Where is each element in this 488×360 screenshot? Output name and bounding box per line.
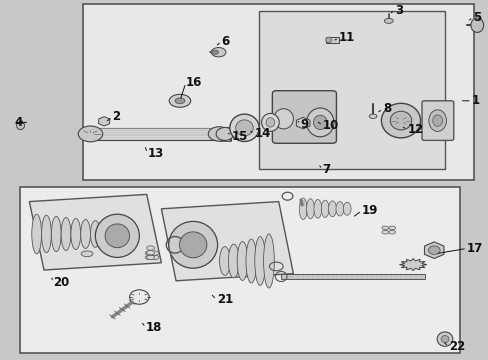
FancyBboxPatch shape xyxy=(421,101,453,140)
Ellipse shape xyxy=(71,219,81,249)
Ellipse shape xyxy=(41,215,51,253)
Ellipse shape xyxy=(229,114,259,141)
Text: 1: 1 xyxy=(471,94,479,107)
Ellipse shape xyxy=(78,126,102,142)
Polygon shape xyxy=(29,194,161,270)
Ellipse shape xyxy=(211,48,225,57)
Text: 13: 13 xyxy=(147,147,163,159)
Ellipse shape xyxy=(237,242,247,280)
Ellipse shape xyxy=(440,336,448,343)
Text: 16: 16 xyxy=(185,76,202,89)
Text: 17: 17 xyxy=(466,242,482,255)
FancyBboxPatch shape xyxy=(272,91,336,143)
Ellipse shape xyxy=(335,202,343,216)
Bar xyxy=(281,274,425,279)
Bar xyxy=(85,128,229,140)
Ellipse shape xyxy=(208,127,229,141)
Ellipse shape xyxy=(273,109,293,129)
Text: 20: 20 xyxy=(53,276,69,289)
Ellipse shape xyxy=(228,244,239,278)
Text: 10: 10 xyxy=(322,119,338,132)
Ellipse shape xyxy=(146,246,154,250)
Ellipse shape xyxy=(81,251,93,257)
Ellipse shape xyxy=(17,122,24,130)
Ellipse shape xyxy=(95,214,139,257)
Ellipse shape xyxy=(428,110,446,131)
Ellipse shape xyxy=(388,230,395,234)
Ellipse shape xyxy=(313,199,321,218)
Ellipse shape xyxy=(219,247,230,275)
Text: 9: 9 xyxy=(300,118,308,131)
Ellipse shape xyxy=(51,216,61,252)
Ellipse shape xyxy=(427,246,439,255)
Text: 14: 14 xyxy=(254,127,270,140)
Bar xyxy=(83,4,473,180)
Ellipse shape xyxy=(105,224,129,248)
Bar xyxy=(219,127,230,141)
Ellipse shape xyxy=(436,332,452,346)
Bar xyxy=(325,37,338,43)
Polygon shape xyxy=(399,258,426,271)
Ellipse shape xyxy=(388,226,395,230)
Ellipse shape xyxy=(175,98,184,104)
Ellipse shape xyxy=(151,251,159,255)
Ellipse shape xyxy=(245,239,256,283)
Ellipse shape xyxy=(389,111,411,130)
Text: 22: 22 xyxy=(448,340,464,353)
Ellipse shape xyxy=(168,221,217,268)
Ellipse shape xyxy=(179,232,206,258)
Ellipse shape xyxy=(265,118,274,127)
Ellipse shape xyxy=(145,255,153,260)
Text: 18: 18 xyxy=(145,321,162,334)
Ellipse shape xyxy=(169,94,190,107)
Ellipse shape xyxy=(381,226,388,230)
Ellipse shape xyxy=(61,217,71,251)
Ellipse shape xyxy=(90,221,100,247)
Text: 19: 19 xyxy=(361,204,377,217)
Ellipse shape xyxy=(216,127,233,140)
Ellipse shape xyxy=(263,234,274,288)
Text: 11: 11 xyxy=(338,31,354,44)
Ellipse shape xyxy=(381,103,420,138)
Ellipse shape xyxy=(211,50,218,54)
Ellipse shape xyxy=(235,120,253,136)
Ellipse shape xyxy=(321,200,328,217)
Text: 12: 12 xyxy=(407,123,423,136)
Text: 3: 3 xyxy=(394,4,403,17)
Ellipse shape xyxy=(32,214,41,254)
Ellipse shape xyxy=(261,113,279,131)
Ellipse shape xyxy=(325,37,331,43)
Ellipse shape xyxy=(146,251,154,255)
Ellipse shape xyxy=(328,201,336,217)
Ellipse shape xyxy=(81,220,90,248)
Ellipse shape xyxy=(306,199,314,219)
Text: 8: 8 xyxy=(382,102,390,115)
Ellipse shape xyxy=(343,202,350,215)
Ellipse shape xyxy=(384,18,392,23)
Text: 2: 2 xyxy=(112,111,121,123)
Ellipse shape xyxy=(381,230,388,234)
Ellipse shape xyxy=(313,115,326,130)
Text: 6: 6 xyxy=(221,35,229,48)
Ellipse shape xyxy=(432,115,442,126)
Text: 5: 5 xyxy=(472,11,481,24)
Ellipse shape xyxy=(470,18,483,32)
Bar xyxy=(20,187,459,353)
Ellipse shape xyxy=(146,255,154,260)
Bar xyxy=(259,11,444,169)
Ellipse shape xyxy=(299,198,306,220)
Ellipse shape xyxy=(151,255,159,260)
Text: 15: 15 xyxy=(231,130,247,143)
Text: 7: 7 xyxy=(322,163,330,176)
Text: 4: 4 xyxy=(15,116,23,129)
Ellipse shape xyxy=(254,237,265,285)
Ellipse shape xyxy=(306,108,333,137)
Ellipse shape xyxy=(368,114,376,118)
Ellipse shape xyxy=(145,251,153,255)
Text: 21: 21 xyxy=(216,293,232,306)
Polygon shape xyxy=(161,202,293,281)
